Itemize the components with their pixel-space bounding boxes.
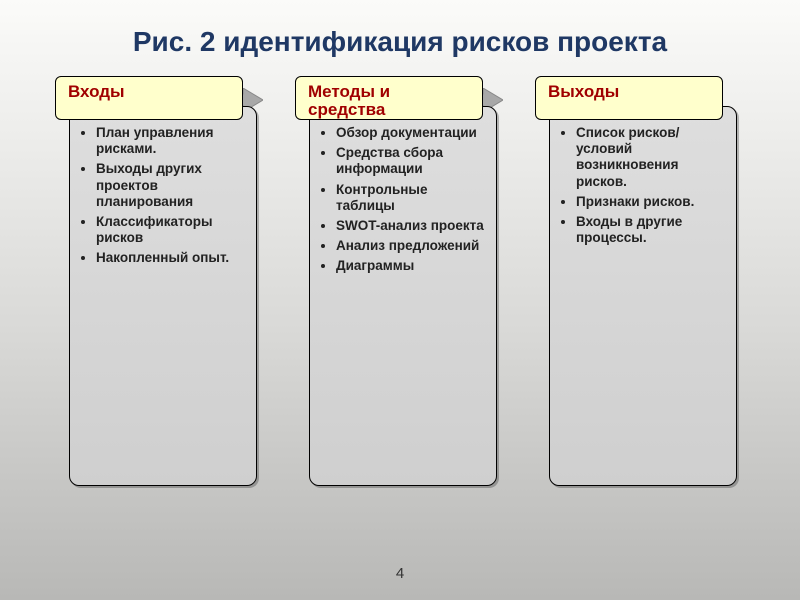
header-box-outputs: Выходы: [535, 76, 723, 120]
header-label: Выходы: [548, 83, 710, 101]
list-item: Список рисков/условий возникновения риск…: [576, 125, 726, 190]
body-box-methods: Обзор документации Средства сбора информ…: [309, 106, 497, 486]
list-item: Выходы других проектов планирования: [96, 161, 246, 210]
header-box-methods: Методы и средства: [295, 76, 483, 120]
column-outputs: Выходы Список рисков/условий возникновен…: [535, 76, 737, 486]
body-box-outputs: Список рисков/условий возникновения риск…: [549, 106, 737, 486]
header-label: Входы: [68, 83, 230, 101]
list-item: SWOT-анализ проекта: [336, 218, 486, 234]
list-item: Входы в другие процессы.: [576, 214, 726, 246]
list-item: План управления рисками.: [96, 125, 246, 157]
column-inputs: Входы План управления рисками. Выходы др…: [55, 76, 257, 486]
header-box-inputs: Входы: [55, 76, 243, 120]
list-item: Контрольные таблицы: [336, 182, 486, 214]
list-item: Диаграммы: [336, 258, 486, 274]
list-item: Обзор документации: [336, 125, 486, 141]
list-item: Признаки рисков.: [576, 194, 726, 210]
column-methods: Методы и средства Обзор документации Сре…: [295, 76, 497, 486]
slide-title: Рис. 2 идентификация рисков проекта: [0, 0, 800, 58]
header-label: Методы и средства: [308, 83, 470, 119]
diagram-stage: Входы План управления рисками. Выходы др…: [0, 58, 800, 578]
list-item: Накопленный опыт.: [96, 250, 246, 266]
body-box-inputs: План управления рисками. Выходы других п…: [69, 106, 257, 486]
list-item: Средства сбора информации: [336, 145, 486, 177]
page-number: 4: [0, 565, 800, 582]
list-item: Анализ предложений: [336, 238, 486, 254]
list-item: Классификаторы рисков: [96, 214, 246, 246]
